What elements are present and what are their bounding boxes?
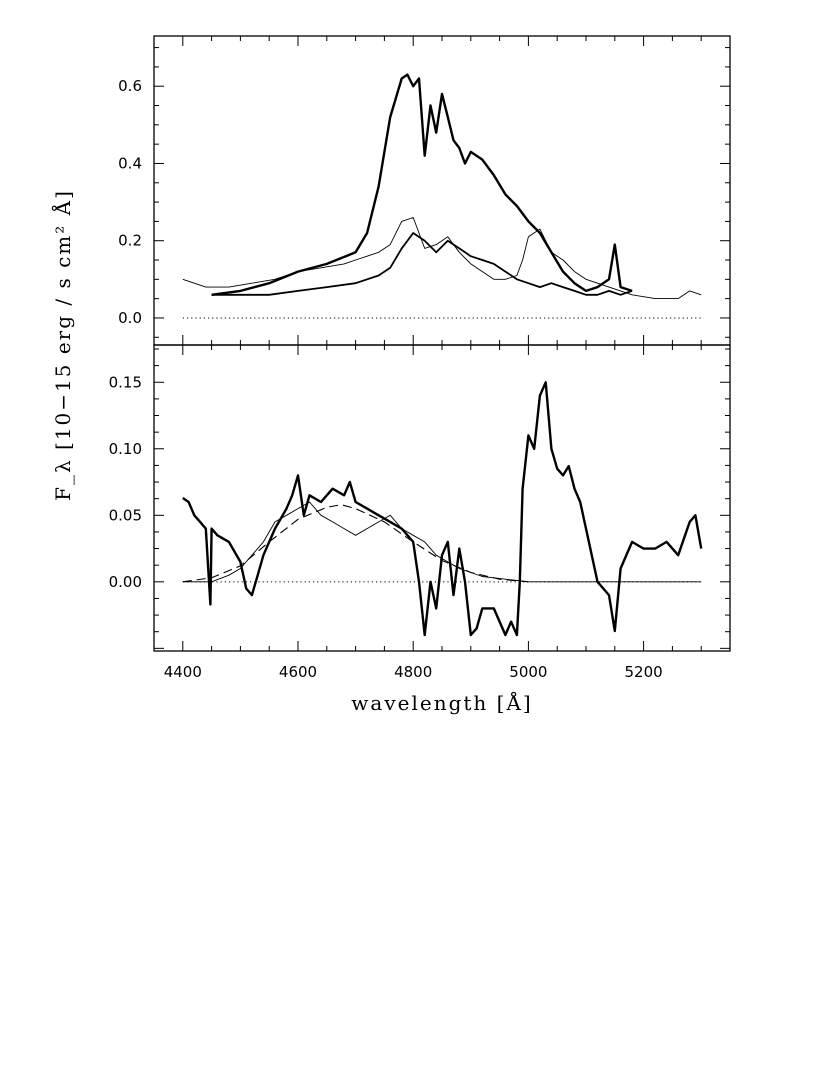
series-line-thick: [211, 73, 633, 296]
y-tick-label: 0.0: [118, 309, 142, 327]
y-tick-label: 0.6: [118, 77, 142, 95]
series-line-medium: [211, 232, 633, 296]
top-panel: 0.0 0.2 0.4 0.6: [118, 35, 731, 346]
bottom-panel: 0.00 0.05 0.10 0.15 4400 4600 4800 5000 5200: [109, 344, 731, 681]
x-axis-label: wavelength [Å]: [351, 690, 532, 715]
series-line-dashed: [182, 504, 529, 583]
y-tick-label: 0.05: [109, 506, 142, 524]
y-tick-label: 0.15: [109, 373, 142, 391]
plot-frame: [153, 344, 731, 652]
y-tick-label: 0.4: [118, 154, 142, 172]
y-tick-label: 0.2: [118, 232, 142, 250]
y-tick-label: 0.10: [109, 440, 142, 458]
x-tick-label: 4400: [164, 663, 202, 681]
x-tick-label: 5000: [509, 663, 547, 681]
y-tick-label: 0.00: [109, 573, 142, 591]
y-axis-label: F_λ [10−15 erg / s cm² Å]: [50, 189, 75, 501]
x-tick-label: 4800: [394, 663, 432, 681]
plot-frame: [153, 35, 731, 346]
x-tick-label: 4600: [279, 663, 317, 681]
series-line-thin: [182, 501, 702, 583]
series-line-thin: [182, 217, 702, 300]
x-tick-label: 5200: [625, 663, 663, 681]
series-line-thick: [182, 381, 703, 637]
